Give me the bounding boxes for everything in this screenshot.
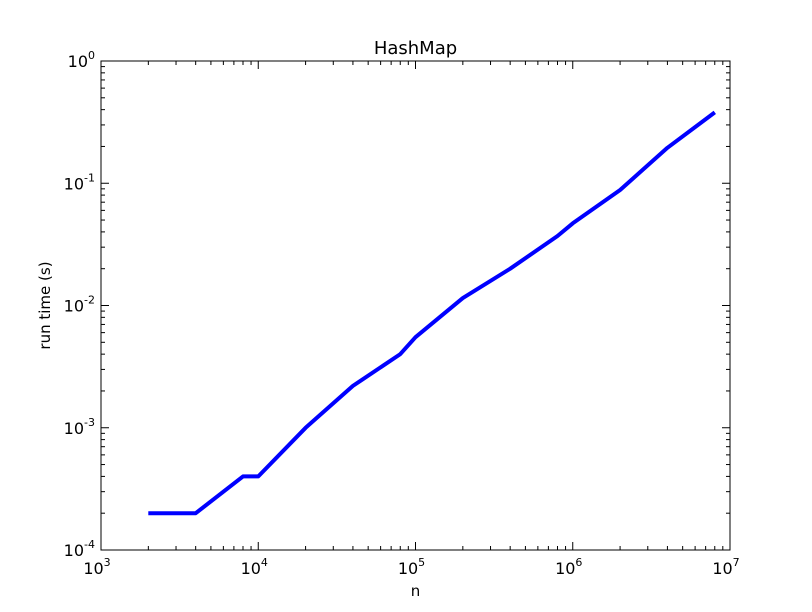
- y-tick-label: 10-1: [64, 171, 95, 193]
- y-tick-label: 10-4: [64, 538, 95, 560]
- y-tick-label: 10-3: [64, 416, 95, 438]
- y-tick-label: 100: [68, 49, 95, 71]
- chart-title: HashMap: [374, 38, 457, 59]
- x-tick-label: 103: [83, 556, 110, 578]
- x-tick-label: 107: [712, 556, 739, 578]
- plot-frame: [100, 60, 731, 551]
- x-tick-label: 105: [398, 556, 425, 578]
- series-layer: [148, 110, 716, 516]
- ticks: 103 104 105 106 107 10-4 10-3 10-2 10-1 100: [64, 49, 740, 578]
- series-line: [148, 110, 716, 516]
- x-tick-label: 106: [555, 556, 582, 578]
- x-axis-label: n: [411, 582, 421, 600]
- y-tick-label: 10-2: [64, 294, 95, 316]
- x-tick-label: 104: [241, 556, 268, 578]
- y-axis-label: run time (s): [36, 261, 54, 349]
